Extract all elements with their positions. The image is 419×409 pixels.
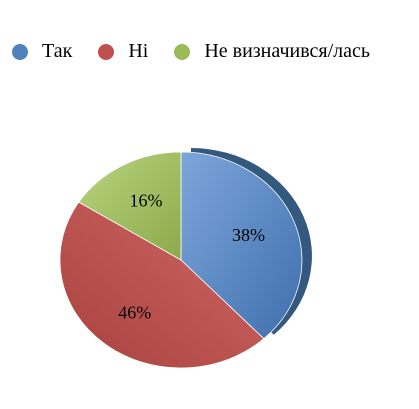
- legend: Так Ні Не визначився/лась: [12, 40, 370, 63]
- legend-label-ni: Ні: [128, 40, 149, 62]
- slice-label-tak: 38%: [232, 225, 265, 245]
- slice-label-ni: 46%: [118, 302, 151, 322]
- slice-tak: [180, 151, 303, 340]
- legend-swatch-undecided: [174, 43, 191, 60]
- legend-swatch-tak: [12, 43, 28, 60]
- legend-label-tak: Так: [42, 40, 73, 62]
- legend-label-undecided: Не визначився/лась: [204, 40, 371, 62]
- legend-item-undecided: Не визначився/лась: [174, 40, 370, 63]
- slice-label-undecided: 16%: [130, 190, 163, 210]
- slice-ni: [59, 201, 265, 369]
- slice-undecided: [78, 151, 182, 261]
- legend-item-ni: Ні: [98, 40, 148, 63]
- legend-swatch-ni: [98, 43, 115, 60]
- legend-item-tak: Так: [12, 40, 72, 63]
